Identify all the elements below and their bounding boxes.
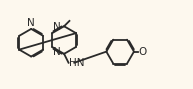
Text: N: N xyxy=(53,47,61,57)
Text: N: N xyxy=(27,18,35,28)
Text: N: N xyxy=(53,22,61,32)
Text: O: O xyxy=(139,47,147,57)
Text: HN: HN xyxy=(69,58,85,68)
